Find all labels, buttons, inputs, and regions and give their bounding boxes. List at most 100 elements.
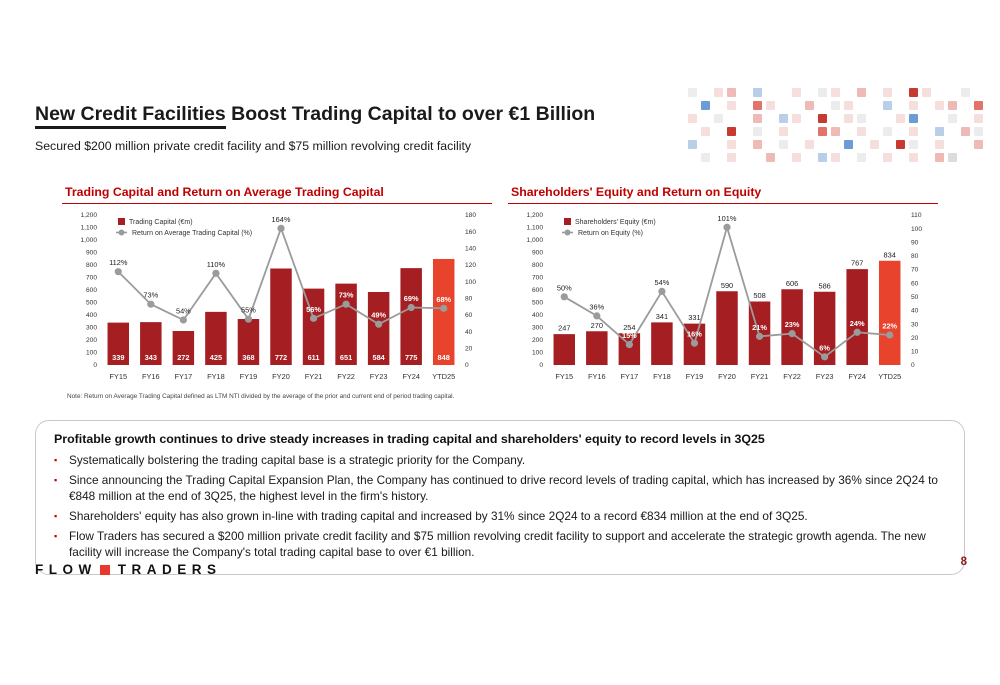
line-marker — [342, 300, 350, 308]
x-axis-label: FY22 — [783, 372, 801, 381]
left-axis-tick: 100 — [532, 350, 543, 357]
mosaic-cell — [857, 140, 866, 149]
mosaic-cell — [948, 114, 957, 123]
line-marker — [560, 293, 568, 301]
bar-label: 651 — [340, 353, 352, 362]
mosaic-cell — [870, 114, 879, 123]
bullet-marker-icon: ▪ — [54, 475, 58, 486]
mosaic-cell — [844, 153, 853, 162]
bar-label: 508 — [753, 291, 765, 300]
mosaic-cell — [870, 88, 879, 97]
mosaic-cell — [805, 88, 814, 97]
chart-panel-trading-capital: Trading Capital and Return on Average Tr… — [62, 185, 492, 400]
x-axis-label: FY16 — [142, 372, 160, 381]
bar — [400, 268, 422, 365]
mosaic-cell — [909, 140, 918, 149]
mosaic-cell — [740, 153, 749, 162]
bullet-text: Shareholders' equity has also grown in-l… — [69, 508, 808, 523]
bar-label: 341 — [656, 312, 668, 321]
mosaic-cell — [896, 153, 905, 162]
left-axis-tick: 1,100 — [80, 225, 97, 232]
line-marker — [788, 330, 796, 338]
bar — [553, 334, 576, 365]
line-label: 110% — [207, 260, 226, 269]
left-axis-tick: 600 — [86, 287, 97, 294]
mosaic-cell — [753, 114, 762, 123]
line-marker — [212, 269, 220, 277]
mosaic-cell — [792, 101, 801, 110]
mosaic-cell — [857, 101, 866, 110]
mosaic-cell — [701, 114, 710, 123]
line-marker — [309, 314, 318, 322]
legend-bar-swatch-icon — [564, 218, 571, 225]
right-axis-tick: 100 — [911, 226, 922, 233]
mosaic-cell — [870, 140, 879, 149]
x-axis-label: FY24 — [848, 372, 866, 381]
line-label: 55% — [241, 306, 256, 315]
right-axis-tick: 50 — [911, 294, 919, 301]
bar — [618, 333, 641, 365]
mosaic-cell — [701, 101, 710, 110]
mosaic-cell — [948, 153, 957, 162]
mosaic-cell — [779, 153, 788, 162]
mosaic-cell — [935, 153, 944, 162]
right-axis-tick: 0 — [911, 362, 915, 369]
bar-label: 606 — [786, 279, 798, 288]
mosaic-cell — [792, 88, 801, 97]
x-axis-label: FY16 — [588, 372, 606, 381]
slide-title-rest: Boost Trading Capital to over €1 Billion — [225, 103, 596, 125]
summary-heading: Profitable growth continues to drive ste… — [54, 432, 765, 446]
bar-label: 343 — [145, 353, 157, 362]
line-label: 50% — [557, 283, 572, 292]
mosaic-cell — [909, 153, 918, 162]
mosaic-cell — [740, 127, 749, 136]
left-axis-tick: 0 — [93, 362, 97, 369]
mosaic-cell — [974, 153, 983, 162]
mosaic-cell — [909, 88, 918, 97]
mosaic-cell — [740, 114, 749, 123]
bar-label: 270 — [591, 321, 603, 330]
mosaic-cell — [935, 101, 944, 110]
right-axis-tick: 110 — [911, 212, 922, 219]
left-axis-tick: 100 — [86, 350, 97, 357]
bullet-marker-icon: ▪ — [54, 531, 58, 542]
mosaic-cell — [779, 114, 788, 123]
bar-label: 425 — [210, 353, 222, 362]
right-axis-tick: 0 — [465, 362, 469, 369]
right-axis-tick: 60 — [911, 280, 919, 287]
mosaic-cell — [688, 88, 697, 97]
bar — [878, 260, 901, 365]
legend-bar-label: Shareholders' Equity (€m) — [575, 219, 656, 226]
right-axis-tick: 40 — [465, 329, 473, 336]
left-axis-tick: 400 — [86, 312, 97, 319]
mosaic-cell — [896, 140, 905, 149]
legend-bar-swatch-icon — [118, 218, 125, 225]
line-marker — [440, 304, 448, 312]
bar-label: 848 — [438, 353, 450, 362]
mosaic-cell — [727, 140, 736, 149]
line-label: 22% — [882, 322, 897, 331]
bar-label: 590 — [721, 281, 733, 290]
mosaic-cell — [753, 127, 762, 136]
line-marker — [179, 316, 187, 324]
line-label: 54% — [176, 307, 191, 316]
x-axis-label: FY22 — [337, 372, 355, 381]
right-axis-tick: 30 — [911, 321, 919, 328]
mosaic-cell — [753, 88, 762, 97]
mosaic-cell — [896, 114, 905, 123]
mosaic-cell — [714, 101, 723, 110]
right-axis-tick: 20 — [465, 346, 473, 353]
mosaic-cell — [922, 114, 931, 123]
line-label: 164% — [272, 215, 291, 224]
logo-square-icon — [99, 564, 110, 575]
line-label: 21% — [752, 323, 767, 332]
mosaic-cell — [753, 101, 762, 110]
mosaic-cell — [948, 101, 957, 110]
line-marker — [593, 312, 601, 320]
mosaic-cell — [766, 101, 775, 110]
mosaic-cell — [896, 127, 905, 136]
mosaic-cell — [701, 140, 710, 149]
chart-title-trading-capital: Trading Capital and Return on Average Tr… — [62, 185, 492, 204]
x-axis-label: FY20 — [272, 372, 290, 381]
mosaic-cell — [805, 101, 814, 110]
